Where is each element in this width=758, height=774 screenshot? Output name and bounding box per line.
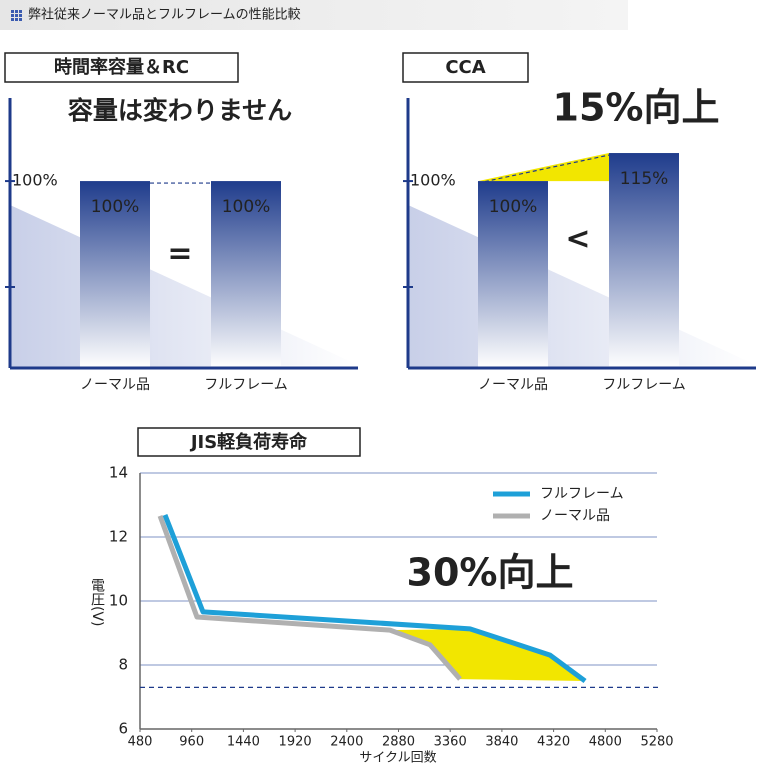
y-tick-label: 14 bbox=[109, 464, 128, 482]
bar bbox=[609, 153, 679, 368]
x-tick-label: 4800 bbox=[589, 735, 622, 750]
x-tick-label: ノーマル品 bbox=[80, 377, 150, 393]
y-tick-label: 100% bbox=[410, 171, 456, 190]
series-line bbox=[157, 515, 462, 681]
series-line bbox=[162, 514, 587, 684]
chart-title: CCA bbox=[445, 57, 485, 78]
comparison-symbol: < bbox=[565, 222, 590, 257]
bar bbox=[211, 181, 281, 368]
increase-area bbox=[478, 153, 609, 182]
x-tick-label: ノーマル品 bbox=[478, 377, 548, 393]
x-tick-label: 960 bbox=[179, 735, 204, 750]
bar bbox=[478, 181, 548, 368]
header-title: 弊社従来ノーマル品とフルフレームの性能比較 bbox=[28, 7, 301, 23]
x-tick-label: 2400 bbox=[330, 735, 363, 750]
y-tick-label: 10 bbox=[109, 592, 128, 610]
x-tick-label: 5280 bbox=[640, 735, 673, 750]
x-tick-label: 4320 bbox=[537, 735, 570, 750]
chart-title: 時間率容量＆RC bbox=[54, 56, 189, 78]
bar-value-label: 100% bbox=[222, 197, 271, 217]
chart-title-box bbox=[137, 427, 361, 457]
header-icon bbox=[11, 10, 22, 21]
bar bbox=[80, 181, 150, 368]
legend-label: フルフレーム bbox=[540, 486, 624, 502]
annotation: 30%向上 bbox=[407, 551, 574, 595]
background-wedge bbox=[10, 205, 358, 368]
gap-fill bbox=[389, 628, 586, 681]
y-axis-label: 電圧(V) bbox=[89, 578, 105, 627]
annotation: 容量は変わりません bbox=[68, 96, 292, 125]
x-tick-label: フルフレーム bbox=[602, 377, 686, 393]
y-tick-label: 12 bbox=[109, 528, 128, 546]
dashed-connector bbox=[477, 154, 610, 184]
x-axis-label: サイクル回数 bbox=[359, 751, 436, 766]
x-tick-label: 3360 bbox=[434, 735, 467, 750]
x-tick-label: 2880 bbox=[382, 735, 415, 750]
y-tick-label: 8 bbox=[118, 656, 128, 674]
chart-title: JIS軽負荷寿命 bbox=[189, 431, 308, 453]
comparison-symbol: = bbox=[167, 237, 192, 272]
x-tick-label: 480 bbox=[128, 735, 153, 750]
bar-value-label: 115% bbox=[620, 169, 669, 189]
y-tick-label: 6 bbox=[118, 720, 128, 738]
x-tick-label: 1440 bbox=[227, 735, 260, 750]
x-tick-label: フルフレーム bbox=[204, 377, 288, 393]
chart-title-box bbox=[4, 52, 239, 83]
chart-title-box bbox=[402, 52, 529, 83]
header-bar bbox=[0, 0, 628, 30]
x-tick-label: 1920 bbox=[279, 735, 312, 750]
y-tick-label: 100% bbox=[12, 171, 58, 190]
annotation: 15%向上 bbox=[553, 86, 720, 130]
x-tick-label: 3840 bbox=[485, 735, 518, 750]
bar-value-label: 100% bbox=[91, 197, 140, 217]
bar-value-label: 100% bbox=[489, 197, 538, 217]
legend-label: ノーマル品 bbox=[540, 508, 610, 524]
